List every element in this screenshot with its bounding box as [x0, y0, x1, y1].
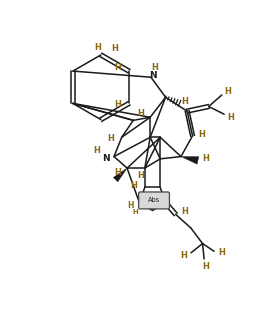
Text: H: H: [151, 64, 158, 73]
Text: H: H: [115, 100, 122, 109]
Text: H: H: [225, 87, 231, 96]
Text: H: H: [127, 201, 133, 210]
Text: H: H: [94, 146, 101, 155]
Text: H: H: [202, 154, 209, 163]
Polygon shape: [113, 168, 127, 182]
Text: H: H: [227, 113, 234, 122]
Text: H: H: [138, 109, 144, 118]
Text: H: H: [202, 262, 209, 271]
Text: H: H: [138, 171, 144, 180]
Text: H: H: [180, 251, 187, 260]
Text: H: H: [198, 130, 205, 139]
Text: H: H: [111, 44, 118, 53]
Text: H: H: [94, 43, 101, 52]
Text: H: H: [133, 209, 138, 215]
Text: N: N: [102, 154, 110, 163]
Text: H: H: [107, 134, 114, 143]
Text: N: N: [150, 71, 157, 80]
Text: H: H: [114, 168, 121, 177]
Text: H: H: [218, 248, 225, 257]
Text: H: H: [181, 207, 188, 216]
FancyBboxPatch shape: [139, 192, 170, 209]
Text: H: H: [131, 181, 138, 190]
Text: H: H: [181, 97, 188, 106]
Text: H: H: [115, 64, 122, 73]
Polygon shape: [181, 157, 199, 164]
Text: Abs: Abs: [148, 197, 160, 203]
